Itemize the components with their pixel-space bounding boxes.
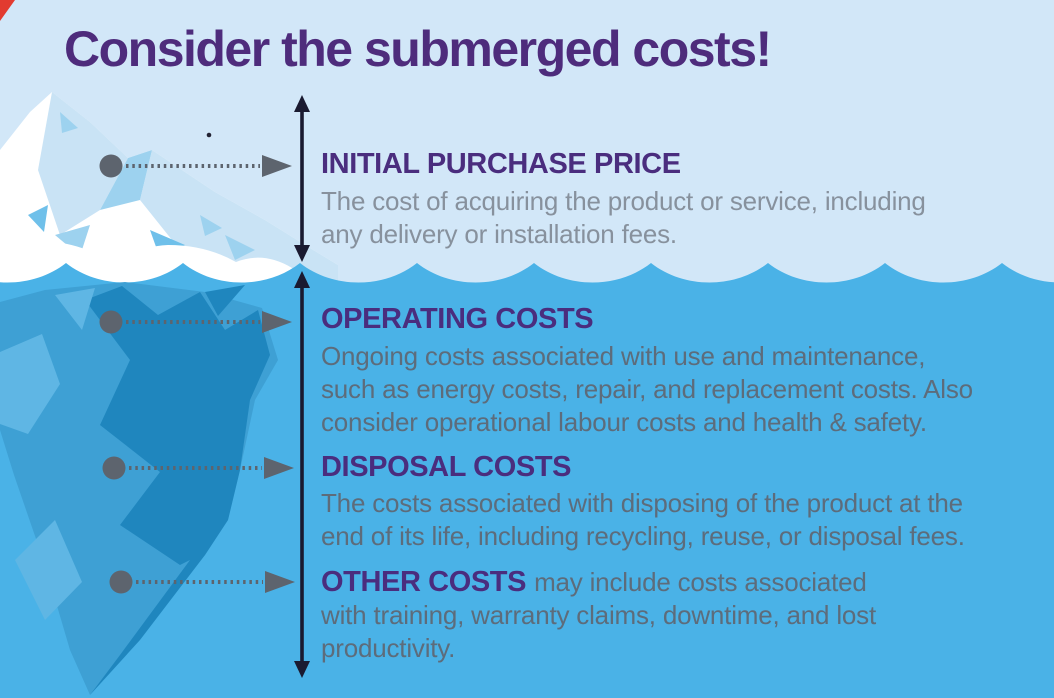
section-body-other-costs: may include costs associated with traini…	[321, 567, 877, 663]
vertical-span-arrow-above-icon	[294, 95, 310, 262]
section-heading-initial-purchase-price: INITIAL PURCHASE PRICE	[321, 148, 681, 180]
red-corner-accent	[0, 0, 15, 21]
section-heading-other-costs: OTHER COSTS	[321, 566, 527, 598]
section-heading-disposal-costs: DISPOSAL COSTS	[321, 451, 572, 483]
section-heading-operating-costs: OPERATING COSTS	[321, 303, 594, 335]
section-other-costs: OTHER COSTS may include costs associated …	[321, 566, 1051, 665]
page-title: Consider the submerged costs!	[64, 21, 772, 77]
dotted-pointer-arrow-1-icon	[99, 154, 292, 178]
vertical-span-arrow-below-icon	[294, 271, 310, 678]
iceberg-below-water-icon	[0, 282, 278, 695]
section-body-operating-costs: Ongoing costs associated with use and ma…	[321, 341, 973, 437]
dotted-pointer-arrow-2-icon	[99, 310, 292, 334]
dotted-pointer-arrow-4-icon	[109, 570, 295, 594]
section-body-disposal-costs: The costs associated with disposing of t…	[321, 488, 965, 551]
section-body-initial-purchase-price: The cost of acquiring the product or ser…	[321, 186, 926, 249]
iceberg-above-water-icon	[0, 92, 338, 292]
dotted-pointer-arrow-3-icon	[102, 456, 294, 480]
small-dot-mark	[206, 132, 212, 138]
